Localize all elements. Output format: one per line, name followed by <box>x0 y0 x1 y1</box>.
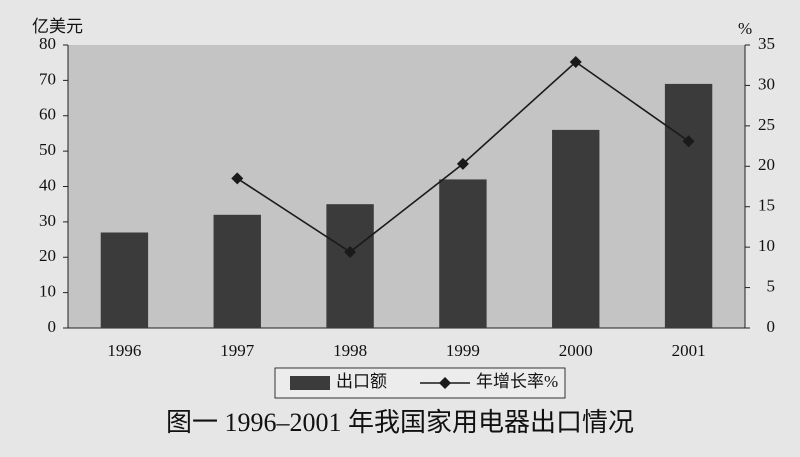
x-tick-label: 1998 <box>333 341 367 360</box>
y-tick-label: 40 <box>39 175 56 194</box>
x-tick-label: 1999 <box>446 341 480 360</box>
bar <box>552 129 600 328</box>
y-tick-label: 0 <box>48 317 57 336</box>
y-tick-label: 20 <box>39 246 56 265</box>
y-tick-label: 10 <box>39 282 56 301</box>
legend-label: 出口额 <box>336 372 387 391</box>
y2-tick-label: 5 <box>767 276 776 295</box>
y-tick-label: 70 <box>39 69 56 88</box>
chart-title: 图一 1996–2001 年我国家用电器出口情况 <box>166 408 634 437</box>
x-tick-label: 1996 <box>107 341 141 360</box>
x-tick-label: 2000 <box>559 341 593 360</box>
y2-tick-label: 30 <box>758 74 775 93</box>
line-marker <box>682 135 695 148</box>
y2-tick-label: 15 <box>758 196 775 215</box>
y-axis-label: 亿美元 <box>32 17 83 36</box>
y-tick-label: 30 <box>39 211 56 230</box>
y-tick-label: 50 <box>39 140 56 159</box>
bar <box>100 232 149 328</box>
y2-tick-label: 20 <box>758 155 775 174</box>
y2-tick-label: 10 <box>758 236 775 255</box>
y2-tick-label: 25 <box>758 115 775 134</box>
bar <box>213 214 261 328</box>
legend-swatch <box>290 376 330 390</box>
bar <box>439 179 487 328</box>
plot-area <box>68 45 745 328</box>
legend-label: 年增长率% <box>476 372 558 391</box>
line-marker <box>569 55 582 68</box>
x-tick-label: 2001 <box>672 341 706 360</box>
y2-tick-label: 0 <box>767 317 776 336</box>
y-tick-label: 60 <box>39 105 56 124</box>
x-tick-label: 1997 <box>220 341 255 360</box>
y2-axis-label: % <box>738 19 752 38</box>
y2-tick-label: 35 <box>758 34 775 53</box>
line-marker <box>231 172 244 185</box>
y-tick-label: 80 <box>39 34 56 53</box>
bar <box>326 204 374 328</box>
legend-marker <box>439 377 451 389</box>
line-marker <box>456 157 469 170</box>
bar <box>664 83 713 328</box>
line-marker <box>344 245 357 258</box>
